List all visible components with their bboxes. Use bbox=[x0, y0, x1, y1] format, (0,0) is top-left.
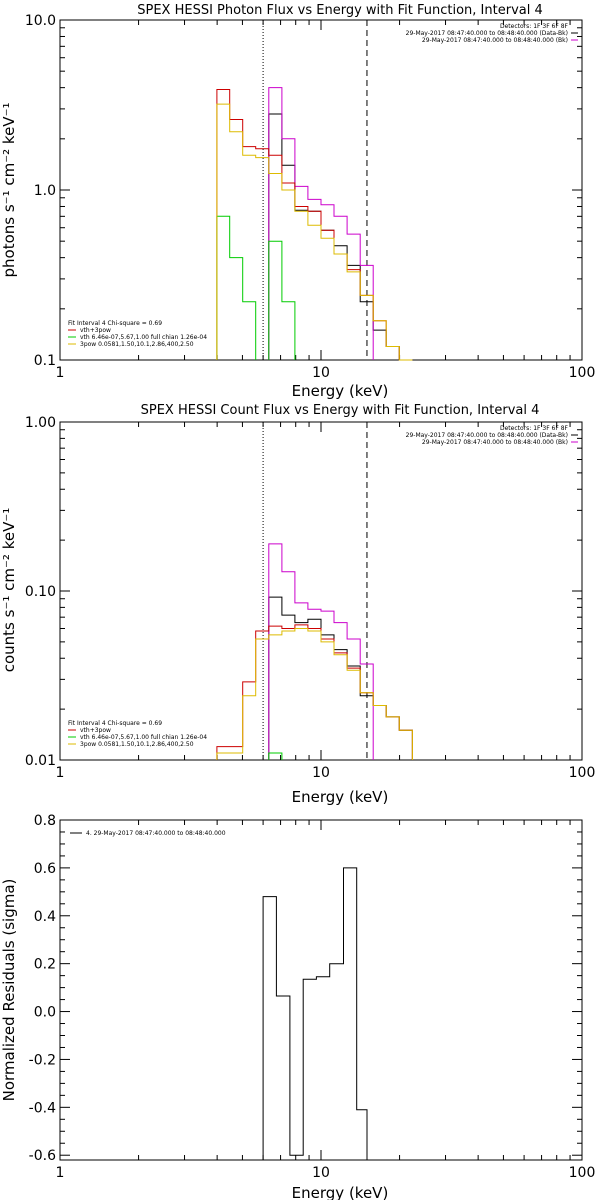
histogram-series-4 bbox=[216, 628, 413, 760]
legend-text: 29-May-2017 08:47:40.000 to 08:48:40.000… bbox=[406, 30, 568, 37]
count-flux-xlabel: Energy (keV) bbox=[292, 788, 389, 806]
y-tick-label: 0.1 bbox=[34, 353, 56, 369]
x-tick-label: 100 bbox=[569, 365, 596, 381]
x-tick-label: 10 bbox=[312, 765, 330, 781]
legend-text: vth+3pow bbox=[80, 327, 111, 334]
histogram-series-3 bbox=[268, 752, 283, 760]
legend-text: Detectors: 1F 3F 6F 8F bbox=[500, 23, 569, 30]
y-tick-label: 0.0 bbox=[34, 1005, 56, 1021]
count-flux-plot-area: 1 10 100 0.01 0.10 1.00 Detectors: 1F 3F 6F 8F… bbox=[25, 415, 596, 781]
x-tick-label: 10 bbox=[312, 365, 330, 381]
residuals-plot-area: 1 10 100 -0.6 -0.4 -0.2 0.0 0.2 0.4 0.6 0.8 4. 29-M… bbox=[29, 813, 596, 1181]
count-flux-ylabel: counts s⁻¹ cm⁻² keV⁻¹ bbox=[0, 508, 18, 673]
legend-text: Fit Interval 4 Chi-square = 0.69 bbox=[68, 320, 162, 327]
x-tick-label: 100 bbox=[569, 765, 596, 781]
y-tick-label: 0.6 bbox=[34, 861, 56, 877]
legend-text: vth 6.46e-07,5.67,1.00 full chian 1.26e-… bbox=[80, 334, 207, 341]
histogram-series-2 bbox=[216, 624, 413, 760]
y-tick-label: -0.2 bbox=[29, 1052, 56, 1068]
legend-text: 3pow 0.0581,1.50,10.1,2.86,400,2.50 bbox=[80, 341, 194, 348]
plot-frame bbox=[59, 819, 583, 1161]
histogram-series-4 bbox=[216, 103, 413, 361]
y-tick-label: 0.8 bbox=[34, 813, 56, 829]
histogram-series-0 bbox=[268, 596, 413, 760]
y-tick-label: 1.00 bbox=[25, 415, 56, 431]
legend-text: 4. 29-May-2017 08:47:40.000 to 08:48:40.… bbox=[86, 830, 226, 837]
y-tick-label: 1.0 bbox=[34, 183, 56, 199]
residuals-panel: Energy (keV) Normalized Residuals (sigma… bbox=[0, 813, 595, 1200]
photon-flux-title: SPEX HESSI Photon Flux vs Energy with Fi… bbox=[137, 3, 543, 18]
histogram-series-0 bbox=[268, 113, 413, 361]
legend-text: 29-May-2017 08:47:40.000 to 08:48:40.000… bbox=[422, 439, 568, 446]
y-tick-label: 10.0 bbox=[25, 13, 56, 29]
histogram-series-2 bbox=[216, 89, 413, 361]
y-tick-label: -0.4 bbox=[29, 1100, 56, 1116]
x-tick-label: 1 bbox=[56, 1165, 65, 1181]
residuals-ylabel: Normalized Residuals (sigma) bbox=[0, 879, 18, 1102]
photon-flux-xlabel: Energy (keV) bbox=[292, 382, 389, 400]
count-flux-title: SPEX HESSI Count Flux vs Energy with Fit… bbox=[141, 403, 540, 418]
legend-text: vth 6.46e-07,5.67,1.00 full chian 1.26e-… bbox=[80, 734, 207, 741]
y-tick-label: 0.01 bbox=[25, 753, 56, 769]
x-tick-label: 1 bbox=[56, 765, 65, 781]
legend-text: 3pow 0.0581,1.50,10.1,2.86,400,2.50 bbox=[80, 741, 194, 748]
histogram-series-1 bbox=[268, 87, 374, 360]
y-tick-label: -0.6 bbox=[29, 1148, 56, 1164]
legend-text: vth+3pow bbox=[80, 727, 111, 734]
y-tick-label: 0.2 bbox=[34, 957, 56, 973]
legend-text: Fit Interval 4 Chi-square = 0.69 bbox=[68, 720, 162, 727]
residuals-xlabel: Energy (keV) bbox=[292, 1184, 389, 1200]
photon-flux-panel: SPEX HESSI Photon Flux vs Energy with Fi… bbox=[0, 3, 595, 400]
histogram-series-0 bbox=[262, 867, 368, 1160]
plot-frame bbox=[59, 19, 583, 361]
y-tick-label: 0.10 bbox=[25, 584, 56, 600]
histogram-series-1 bbox=[268, 543, 374, 760]
histogram-series-3 bbox=[216, 215, 296, 360]
legend-text: Detectors: 1F 3F 6F 8F bbox=[500, 425, 569, 432]
x-tick-label: 100 bbox=[569, 1165, 596, 1181]
y-tick-label: 0.4 bbox=[34, 909, 56, 925]
photon-flux-ylabel: photons s⁻¹ cm⁻² keV⁻¹ bbox=[0, 103, 18, 278]
x-tick-label: 1 bbox=[56, 365, 65, 381]
legend-text: 29-May-2017 08:47:40.000 to 08:48:40.000… bbox=[422, 37, 568, 44]
legend-text: 29-May-2017 08:47:40.000 to 08:48:40.000… bbox=[406, 432, 568, 439]
count-flux-panel: SPEX HESSI Count Flux vs Energy with Fit… bbox=[0, 403, 595, 806]
x-tick-label: 10 bbox=[312, 1165, 330, 1181]
plot-frame bbox=[59, 421, 583, 761]
